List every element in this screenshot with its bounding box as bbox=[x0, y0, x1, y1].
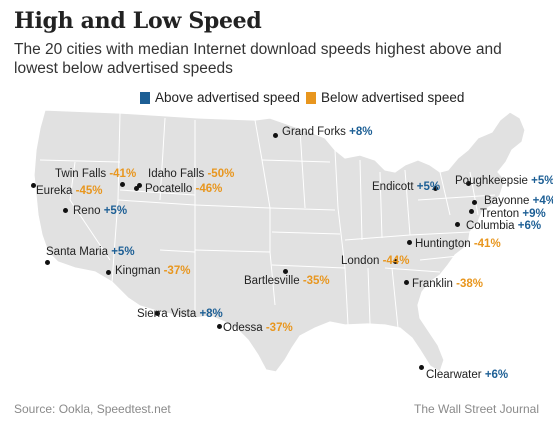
legend-above-label: Above advertised speed bbox=[155, 90, 300, 105]
city-dot-pocatello bbox=[134, 186, 139, 191]
city-pct: -37% bbox=[163, 265, 191, 277]
city-name: Trenton bbox=[480, 208, 520, 220]
city-dot-clearwater bbox=[419, 365, 424, 370]
city-pct: +8% bbox=[349, 126, 373, 138]
city-label-kingman: Kingman -37% bbox=[115, 265, 190, 277]
city-dot-santa-maria bbox=[45, 260, 50, 265]
city-label-bayonne: Bayonne +4% bbox=[484, 195, 553, 207]
city-pct: -50% bbox=[207, 168, 235, 180]
state-borders bbox=[39, 112, 496, 329]
city-label-sierra-vista: Sierra Vista +8% bbox=[137, 308, 223, 320]
source-note: Source: Ookla, Speedtest.net bbox=[14, 402, 171, 416]
subtitle: The 20 cities with median Internet downl… bbox=[14, 41, 502, 77]
city-label-idaho-falls: Idaho Falls -50% bbox=[148, 168, 234, 180]
city-dot-poughkeepsie bbox=[466, 181, 471, 186]
city-dot-sierra-vista bbox=[155, 311, 160, 316]
city-dot-endicott bbox=[433, 186, 438, 191]
city-name: Pocatello bbox=[145, 183, 193, 195]
city-name: London bbox=[341, 255, 380, 267]
city-dot-kingman bbox=[106, 270, 111, 275]
city-name: Idaho Falls bbox=[148, 168, 205, 180]
city-dot-bayonne bbox=[472, 200, 477, 205]
city-pct: -41% bbox=[109, 168, 137, 180]
city-label-eureka: Eureka -45% bbox=[36, 185, 103, 197]
city-label-poughkeepsie: Poughkeepsie +5% bbox=[455, 175, 553, 187]
page-title: High and Low Speed bbox=[14, 8, 262, 34]
city-pct: +5% bbox=[416, 181, 441, 193]
city-name: Bartlesville bbox=[244, 275, 300, 287]
city-name: Twin Falls bbox=[55, 168, 107, 180]
legend-above: Above advertised speed bbox=[140, 90, 300, 105]
city-pct: -46% bbox=[195, 183, 223, 195]
city-label-columbia: Columbia +6% bbox=[466, 220, 541, 232]
city-dot-reno bbox=[63, 208, 68, 213]
city-pct: +5% bbox=[531, 175, 553, 187]
city-pct: +4% bbox=[532, 195, 553, 207]
city-pct: +8% bbox=[199, 308, 223, 320]
city-label-twin-falls: Twin Falls -41% bbox=[55, 168, 136, 180]
city-pct: -41% bbox=[473, 238, 501, 250]
city-label-huntington: Huntington -41% bbox=[415, 238, 501, 250]
city-name: Endicott bbox=[372, 181, 414, 193]
city-label-grand-forks: Grand Forks +8% bbox=[282, 126, 372, 138]
city-dot-odessa bbox=[217, 324, 222, 329]
city-label-odessa: Odessa -37% bbox=[223, 322, 293, 334]
city-label-franklin: Franklin -38% bbox=[412, 278, 483, 290]
city-pct: -38% bbox=[456, 278, 483, 290]
city-label-clearwater: Clearwater +6% bbox=[426, 369, 508, 381]
city-pct: +6% bbox=[484, 369, 509, 381]
city-name: Clearwater bbox=[426, 369, 482, 381]
city-dot-columbia bbox=[455, 222, 460, 227]
city-dot-idaho-falls bbox=[137, 183, 142, 188]
city-label-reno: Reno +5% bbox=[73, 205, 127, 217]
legend-above-swatch bbox=[140, 91, 150, 104]
city-dot-grand-forks bbox=[273, 133, 278, 138]
city-name: Reno bbox=[73, 205, 101, 217]
city-label-bartlesville: Bartlesville -35% bbox=[244, 275, 330, 287]
city-name: Poughkeepsie bbox=[455, 175, 528, 187]
city-name: Sierra Vista bbox=[137, 308, 197, 320]
city-label-london: London -44% bbox=[341, 255, 409, 267]
credit: The Wall Street Journal bbox=[414, 402, 539, 416]
city-pct: -37% bbox=[265, 322, 293, 334]
city-name: Columbia bbox=[466, 220, 515, 232]
legend-below: Below advertised speed bbox=[306, 90, 464, 105]
city-pct: +6% bbox=[517, 220, 542, 232]
city-pct: +5% bbox=[111, 246, 135, 258]
city-pct: -45% bbox=[75, 185, 103, 197]
city-dot-franklin bbox=[404, 280, 409, 285]
city-dot-london bbox=[393, 259, 398, 264]
city-name: Santa Maria bbox=[46, 246, 109, 258]
city-dot-twin-falls bbox=[120, 182, 125, 187]
city-label-santa-maria: Santa Maria +5% bbox=[46, 246, 135, 258]
city-name: Kingman bbox=[115, 265, 161, 277]
city-dot-eureka bbox=[31, 183, 36, 188]
city-name: Bayonne bbox=[484, 195, 530, 207]
city-label-endicott: Endicott +5% bbox=[372, 181, 440, 193]
city-dot-trenton bbox=[469, 209, 474, 214]
city-name: Odessa bbox=[223, 322, 263, 334]
legend-below-swatch bbox=[306, 91, 316, 104]
city-label-pocatello: Pocatello -46% bbox=[145, 183, 222, 195]
city-name: Franklin bbox=[412, 278, 453, 290]
city-dot-huntington bbox=[407, 240, 412, 245]
city-pct: +5% bbox=[103, 205, 128, 217]
us-land bbox=[33, 109, 526, 373]
city-dot-bartlesville bbox=[283, 269, 288, 274]
city-name: Eureka bbox=[36, 185, 73, 197]
city-pct: +9% bbox=[522, 208, 546, 220]
legend-below-label: Below advertised speed bbox=[321, 90, 465, 105]
city-pct: -35% bbox=[302, 275, 330, 287]
city-label-trenton: Trenton +9% bbox=[480, 208, 546, 220]
city-pct: -44% bbox=[382, 255, 410, 267]
city-name: Huntington bbox=[415, 238, 471, 250]
city-name: Grand Forks bbox=[282, 126, 346, 138]
